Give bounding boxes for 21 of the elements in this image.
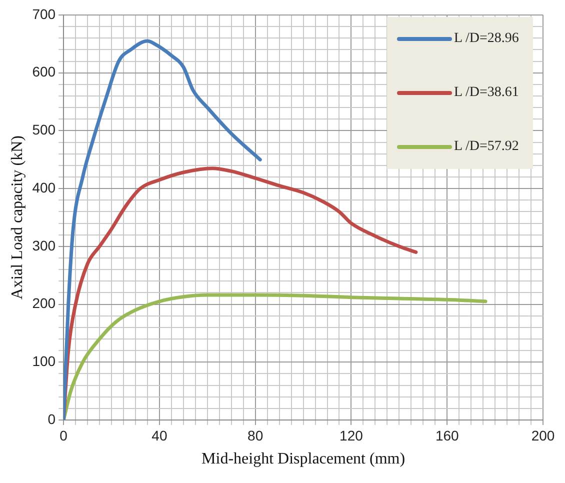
x-tick-label: 40 — [152, 427, 168, 444]
x-tick-label: 0 — [60, 427, 68, 444]
y-axis-title: Axial Load capacity (kN) — [8, 136, 26, 300]
legend-label: L /D=57.92 — [454, 139, 519, 155]
line-series — [64, 293, 488, 420]
y-tick-label: 100 — [32, 353, 56, 369]
y-tick-label: 200 — [32, 295, 56, 312]
y-tick-label: 0 — [48, 410, 56, 427]
y-tick-label: 500 — [32, 122, 56, 138]
legend-label: L /D=38.61 — [454, 85, 519, 101]
x-tick-label: 200 — [531, 427, 555, 444]
y-tick-label: 300 — [32, 237, 56, 254]
legend-label: L /D=28.96 — [454, 31, 519, 47]
x-tick-label: 160 — [435, 427, 460, 444]
x-tick-label: 120 — [340, 427, 364, 444]
y-tick-label: 400 — [32, 179, 56, 196]
x-axis-title: Mid-height Displacement (mm) — [202, 450, 406, 468]
line-series — [64, 39, 262, 420]
y-tick-label: 700 — [32, 6, 56, 22]
x-tick-label: 80 — [248, 427, 264, 444]
y-tick-label: 600 — [32, 64, 56, 80]
